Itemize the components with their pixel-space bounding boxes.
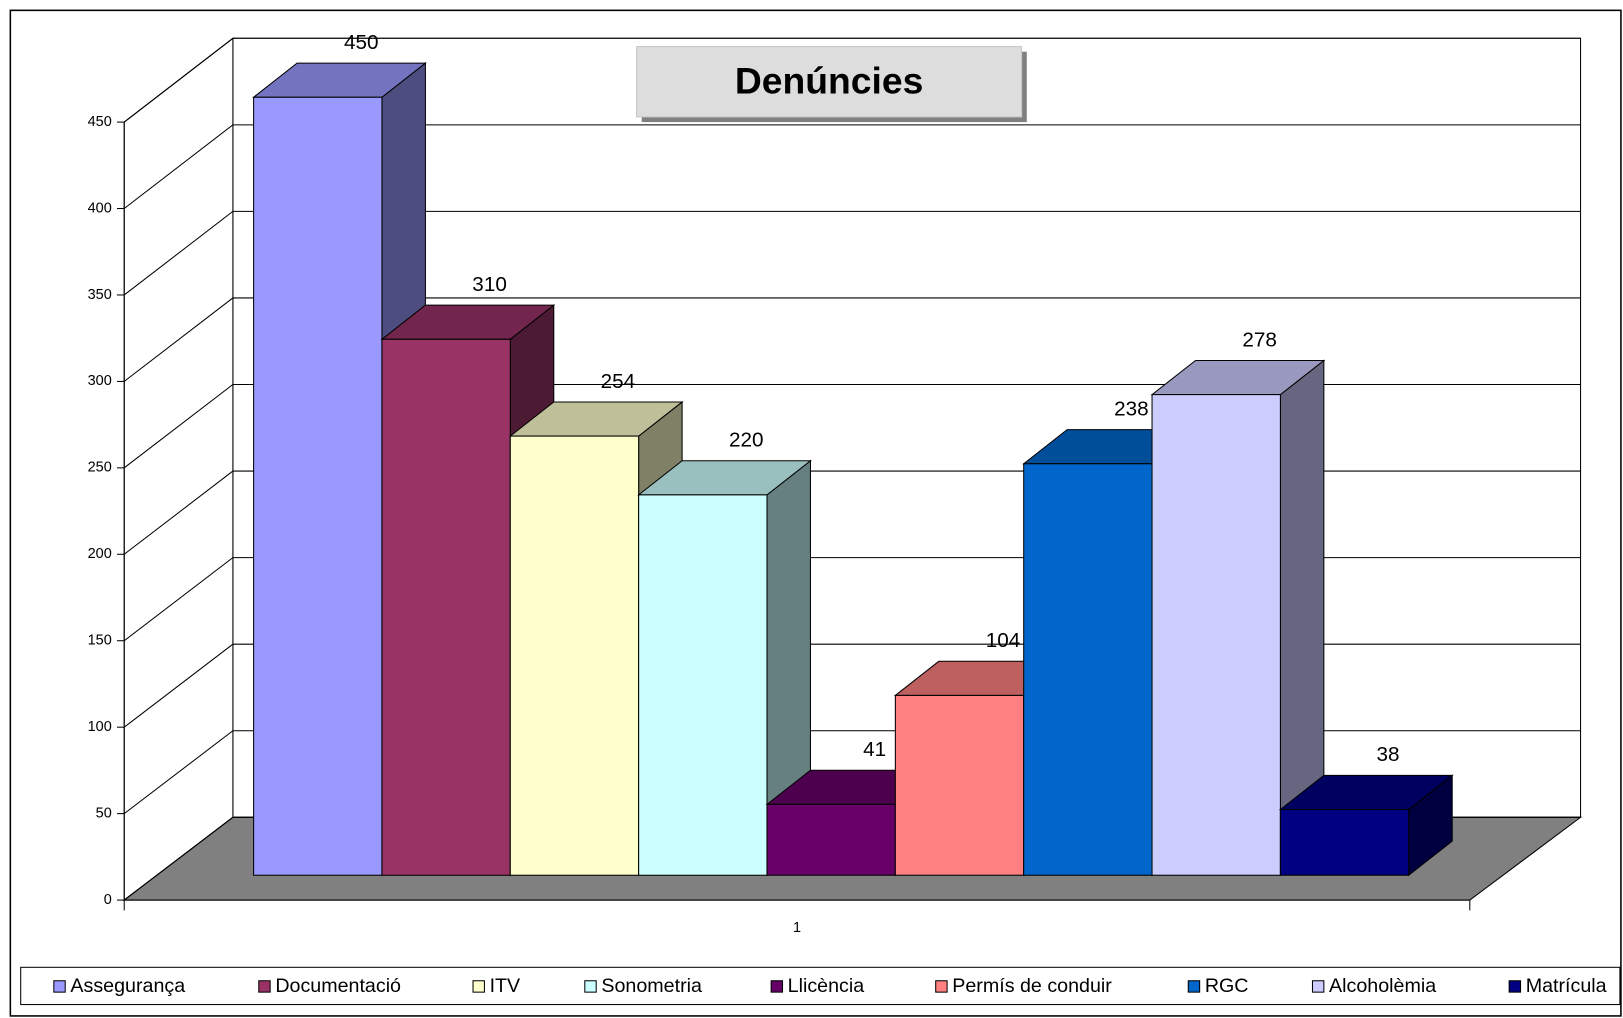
y-tick-label: 0 xyxy=(104,892,112,908)
title-box xyxy=(636,46,1023,118)
data-label: 220 xyxy=(729,429,764,452)
bar xyxy=(637,459,812,877)
legend-label: Matrícula xyxy=(1526,975,1607,997)
bar-front xyxy=(509,435,640,876)
bar-front xyxy=(1279,809,1410,876)
data-label: 278 xyxy=(1242,328,1277,351)
legend-label: RGC xyxy=(1205,975,1249,997)
legend-box xyxy=(20,966,1621,1006)
bar-front xyxy=(766,803,896,876)
bar-front xyxy=(253,96,383,876)
legend-swatch xyxy=(1508,980,1522,993)
legend-label: ITV xyxy=(490,975,521,997)
data-label: 41 xyxy=(863,738,886,761)
data-label: 38 xyxy=(1377,743,1400,766)
y-tick-label: 100 xyxy=(88,719,112,735)
data-label: 450 xyxy=(344,31,379,54)
y-tick-label: 50 xyxy=(96,805,112,821)
legend-label: Alcoholèmia xyxy=(1329,975,1436,997)
grid-line xyxy=(123,297,1581,382)
grid-line xyxy=(123,124,1581,209)
data-label: 310 xyxy=(472,273,507,296)
y-tick-label: 150 xyxy=(88,633,112,649)
legend-swatch xyxy=(472,980,485,993)
legend-swatch xyxy=(584,980,597,993)
legend-label: Documentació xyxy=(275,975,401,997)
y-tick-label: 450 xyxy=(88,114,112,130)
bar-front xyxy=(381,338,511,876)
legend-swatch xyxy=(258,980,271,993)
legend-label: Llicència xyxy=(788,975,865,997)
bar-front xyxy=(894,694,1025,876)
legend-swatch xyxy=(53,980,66,993)
bar-front xyxy=(1151,394,1281,876)
y-tick-label: 300 xyxy=(88,373,112,389)
legend-label: Assegurança xyxy=(70,975,185,997)
y-tick-label: 250 xyxy=(88,460,112,476)
legend-label: Permís de conduir xyxy=(952,975,1112,997)
side-wall xyxy=(123,37,234,902)
bar xyxy=(1150,359,1326,877)
legend-swatch xyxy=(770,980,784,993)
legend-label: Sonometria xyxy=(601,975,702,997)
legend-swatch xyxy=(1187,980,1201,993)
grid-line xyxy=(123,37,1581,123)
data-label: 254 xyxy=(601,370,636,393)
x-tick-label: 1 xyxy=(793,920,801,936)
grid-line xyxy=(123,210,1581,296)
grid-line xyxy=(123,383,1581,469)
legend-swatch xyxy=(935,980,948,993)
bar xyxy=(1278,774,1454,877)
data-label: 238 xyxy=(1114,397,1149,420)
bar-front xyxy=(1023,463,1153,876)
y-tick-label: 350 xyxy=(88,287,112,303)
data-label: 104 xyxy=(986,629,1021,652)
legend-swatch xyxy=(1311,980,1325,993)
y-tick-label: 200 xyxy=(88,546,112,562)
y-tick-label: 400 xyxy=(88,200,112,216)
bar-front xyxy=(638,494,768,876)
chart-title: Denúncies xyxy=(735,60,923,102)
